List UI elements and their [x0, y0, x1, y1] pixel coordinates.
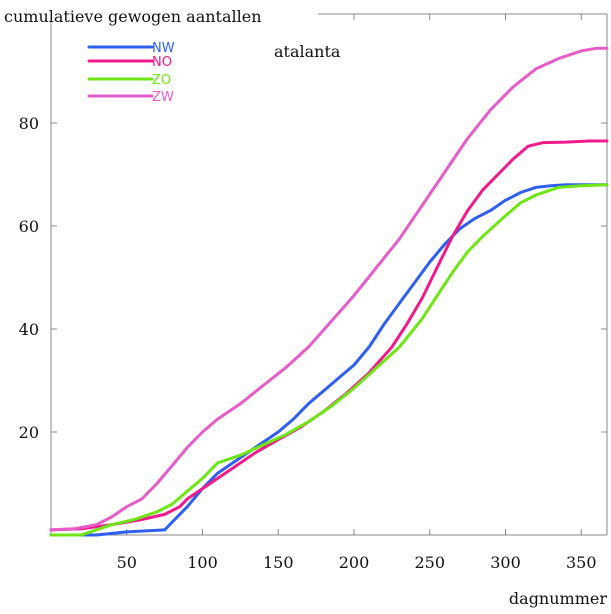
tick-labels: 50 100 150 200 250 300 350 20 40 60 80 [19, 114, 597, 572]
x-tick-label: 350 [566, 553, 597, 572]
x-axis-label: dagnummer [509, 589, 607, 608]
x-tick-label: 250 [414, 553, 445, 572]
y-tick-label: 20 [19, 423, 39, 442]
legend-label-zo: ZO [152, 73, 171, 88]
legend-label-no: NO [152, 55, 172, 70]
tick-marks [51, 14, 607, 535]
x-tick-label: 300 [490, 553, 521, 572]
legend-label-nw: NW [152, 41, 175, 56]
series-lines [49, 46, 609, 537]
y-tick-label: 40 [19, 320, 39, 339]
series-line-zw [49, 46, 609, 532]
x-tick-label: 100 [187, 553, 218, 572]
x-tick-label: 150 [263, 553, 294, 572]
series-line-zo [49, 183, 609, 537]
x-tick-label: 50 [117, 553, 137, 572]
species-annotation: atalanta [274, 42, 341, 61]
legend: NW NO ZO ZW [87, 41, 175, 105]
series-line-nw [49, 183, 609, 537]
y-axis-label: cumulatieve gewogen aantallen [4, 7, 262, 26]
x-tick-label: 200 [339, 553, 370, 572]
legend-label-zw: ZW [152, 90, 174, 105]
y-tick-label: 60 [19, 217, 39, 236]
y-tick-label: 80 [19, 114, 39, 133]
